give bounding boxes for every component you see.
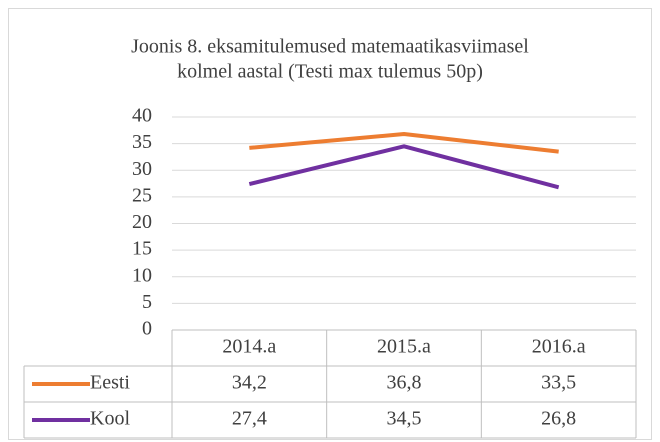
table-value: 36,8 (387, 372, 422, 394)
x-tick-label: 2016.a (532, 336, 586, 358)
y-tick-label: 35 (132, 131, 152, 153)
x-tick-label: 2015.a (377, 336, 431, 358)
y-tick-label: 0 (142, 318, 152, 340)
table-value: 33,5 (541, 372, 576, 394)
y-tick-label: 5 (142, 291, 152, 313)
y-tick-label: 40 (132, 105, 152, 127)
legend-label: Eesti (90, 372, 130, 394)
table-value: 26,8 (541, 408, 576, 430)
y-tick-label: 15 (132, 238, 152, 260)
chart-title: kolmel aastal (Testi max tulemus 50p) (177, 61, 483, 83)
table-value: 34,5 (387, 408, 422, 430)
table-value: 34,2 (232, 372, 267, 394)
series-line (249, 132, 559, 154)
y-tick-label: 25 (132, 184, 152, 206)
chart-title: Joonis 8. eksamitulemused matemaatikasvi… (131, 36, 529, 58)
y-tick-label: 30 (132, 158, 152, 180)
y-tick-label: 20 (132, 211, 152, 233)
y-tick-label: 10 (132, 264, 152, 286)
x-tick-label: 2014.a (222, 336, 276, 358)
legend-label: Kool (90, 408, 130, 430)
series-line (248, 144, 560, 190)
table-value: 27,4 (232, 408, 267, 430)
